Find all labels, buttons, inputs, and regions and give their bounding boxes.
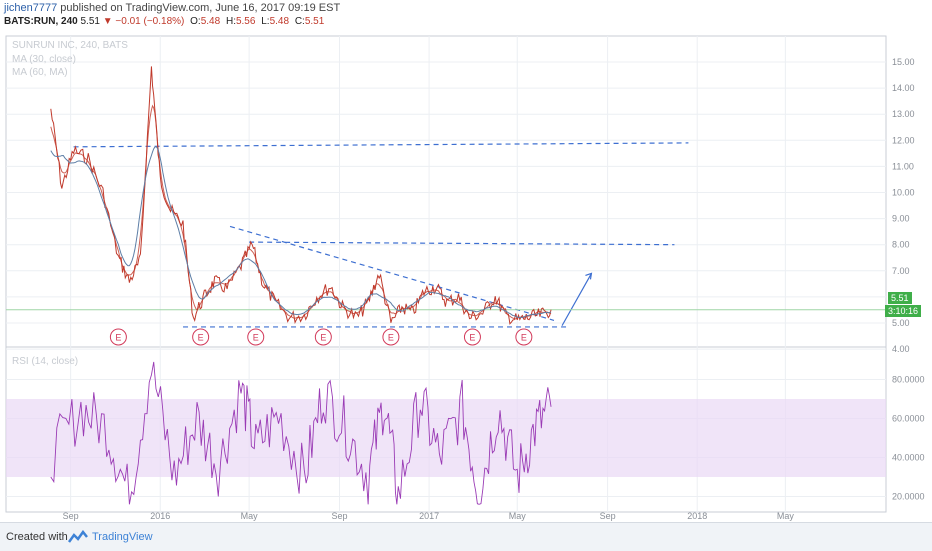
high-value: 5.56 — [235, 16, 256, 27]
time-axis: Sep 2016 May Sep 2017 May Sep 2018 May — [63, 511, 795, 521]
earnings-marker-label: E — [320, 333, 326, 343]
time-axis-label: Sep — [600, 511, 616, 521]
legend-ma60: MA (60, MA) — [12, 67, 68, 78]
last-price-tag: 5.51 — [888, 292, 912, 304]
author-link[interactable]: jichen7777 — [4, 2, 58, 14]
price-axis-label: 10.00 — [892, 188, 915, 198]
price-axis-label: 14.00 — [892, 83, 915, 93]
earnings-marker — [463, 328, 481, 346]
price-line — [50, 66, 552, 325]
chart-canvas[interactable]: E E E E E E E 15.00 14.00 13.00 12.00 11.00 10.00 9.… — [0, 0, 932, 522]
ohlc-bar: BATS:RUN, 240 5.51 ▼ −0.01 (−0.18%) O:5.… — [4, 16, 324, 27]
low-value: 5.48 — [269, 16, 290, 27]
symbol-label: BATS:RUN, 240 — [4, 16, 78, 27]
legend-rsi: RSI (14, close) — [12, 356, 78, 367]
time-axis-label: May — [509, 511, 527, 521]
earnings-marker — [515, 328, 533, 346]
price-axis-label: 15.00 — [892, 57, 915, 67]
last-price: 5.51 — [80, 16, 100, 27]
open-value: 5.48 — [200, 16, 221, 27]
rsi-band — [6, 399, 886, 477]
high-label: H: — [225, 16, 236, 27]
rsi-overbought-oversold-band — [6, 399, 886, 477]
time-axis-label: 2018 — [687, 511, 707, 521]
low-label: L: — [261, 16, 270, 27]
earnings-marker-label: E — [521, 333, 527, 343]
price-axis-label: 8.00 — [892, 240, 910, 250]
earnings-marker-label: E — [388, 333, 394, 343]
rsi-series — [50, 361, 552, 505]
rsi-axis-label: 60.0000 — [892, 414, 925, 424]
price-axis-label: 4.00 — [892, 344, 910, 354]
earnings-marker-label: E — [115, 333, 121, 343]
price-axis-label: 13.00 — [892, 109, 915, 119]
publish-info: jichen7777 published on TradingView.com,… — [4, 2, 340, 14]
price-axis: 15.00 14.00 13.00 12.00 11.00 10.00 9.00 8.00 7.… — [892, 57, 915, 354]
rsi-axis: 80.0000 60.0000 40.0000 20.0000 — [892, 375, 925, 502]
rsi-axis-label: 40.0000 — [892, 453, 925, 463]
arrowhead — [585, 272, 593, 280]
price-axis-label: 9.00 — [892, 214, 910, 224]
earnings-marker — [382, 328, 400, 346]
time-axis-label: 2016 — [150, 511, 170, 521]
publish-text: published on TradingView.com, June 16, 2… — [60, 2, 341, 14]
legend-symbol: SUNRUN INC, 240, BATS — [12, 40, 128, 51]
close-label: C: — [294, 16, 305, 27]
price-axis-label: 7.00 — [892, 266, 910, 276]
created-with-text: Created with — [6, 531, 68, 543]
rsi-axis-label: 20.0000 — [892, 492, 925, 502]
tradingview-link[interactable]: TradingView — [92, 531, 153, 543]
tradingview-logo-icon — [68, 530, 88, 543]
price-series — [50, 66, 552, 325]
time-axis-label: Sep — [63, 511, 79, 521]
countdown-tag: 3:10:16 — [885, 305, 922, 317]
time-axis-label: May — [241, 511, 259, 521]
time-axis-label: 2017 — [419, 511, 439, 521]
ma60-line — [50, 146, 552, 319]
legend-ma30: MA (30, close) — [12, 54, 76, 65]
ma30-line — [50, 104, 552, 320]
earnings-marker — [192, 328, 210, 346]
earnings-marker-label: E — [198, 333, 204, 343]
time-axis-label: May — [777, 511, 795, 521]
earnings-marker — [109, 328, 127, 346]
trendline — [249, 241, 675, 246]
earnings-marker — [314, 328, 332, 346]
earnings-marker-label: E — [253, 333, 259, 343]
rsi-axis-label: 80.0000 — [892, 375, 925, 385]
price-axis-label: 5.00 — [892, 318, 910, 328]
earnings-marker-label: E — [469, 333, 475, 343]
price-axis-label: 11.00 — [892, 161, 914, 171]
rsi-line — [50, 361, 552, 505]
footer: Created with TradingView — [0, 522, 932, 551]
price-axis-label: 12.00 — [892, 135, 915, 145]
time-axis-label: Sep — [331, 511, 347, 521]
earnings-marker — [247, 328, 265, 346]
open-label: O: — [190, 16, 201, 27]
price-change: ▼ −0.01 (−0.18%) — [102, 16, 185, 27]
close-value: 5.51 — [304, 16, 325, 27]
trendline — [561, 273, 592, 326]
trendline — [73, 142, 689, 148]
